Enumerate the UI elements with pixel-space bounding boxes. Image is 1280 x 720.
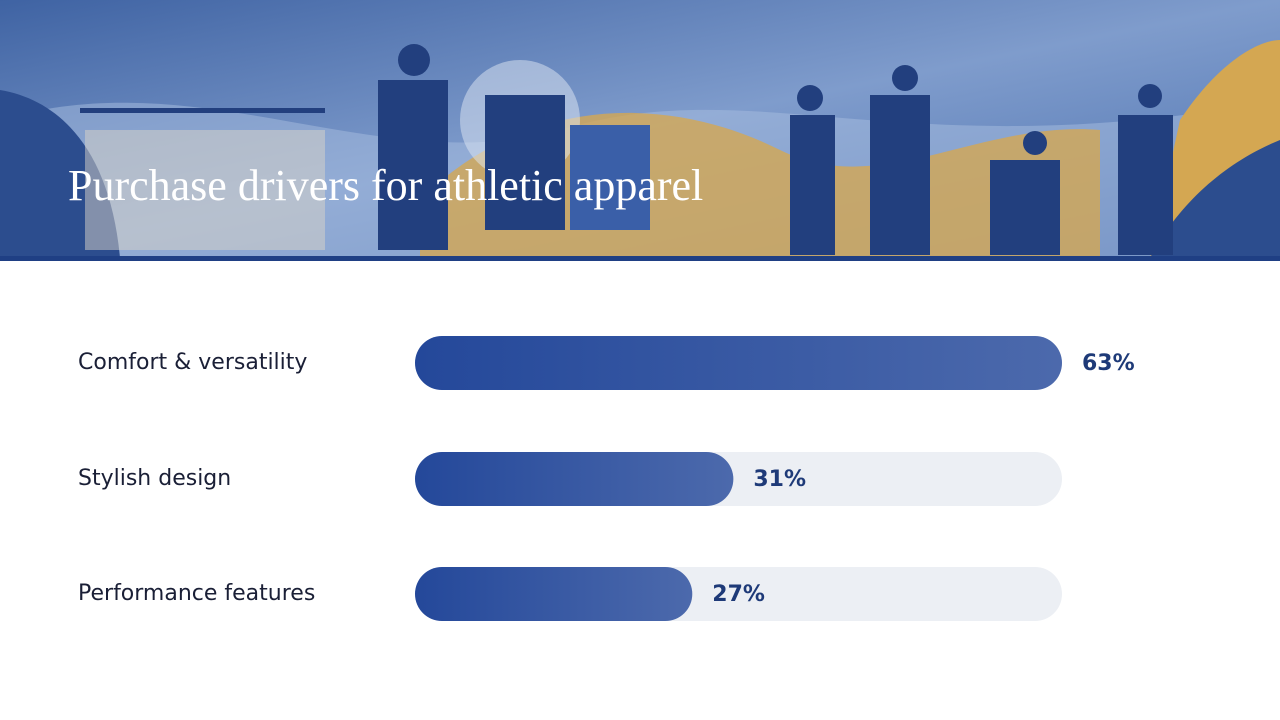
- bar: [415, 567, 693, 621]
- category-label: Stylish design: [78, 466, 231, 491]
- bar: [415, 336, 1062, 390]
- value-label: 31%: [753, 467, 806, 492]
- category-label: Comfort & versatility: [78, 350, 307, 375]
- value-label: 63%: [1082, 351, 1135, 376]
- chart-title: Purchase drivers for athletic apparel: [68, 161, 703, 210]
- header-banner: [0, 0, 1280, 261]
- value-label: 27%: [712, 582, 765, 607]
- bar: [415, 452, 734, 506]
- category-label: Performance features: [78, 581, 315, 606]
